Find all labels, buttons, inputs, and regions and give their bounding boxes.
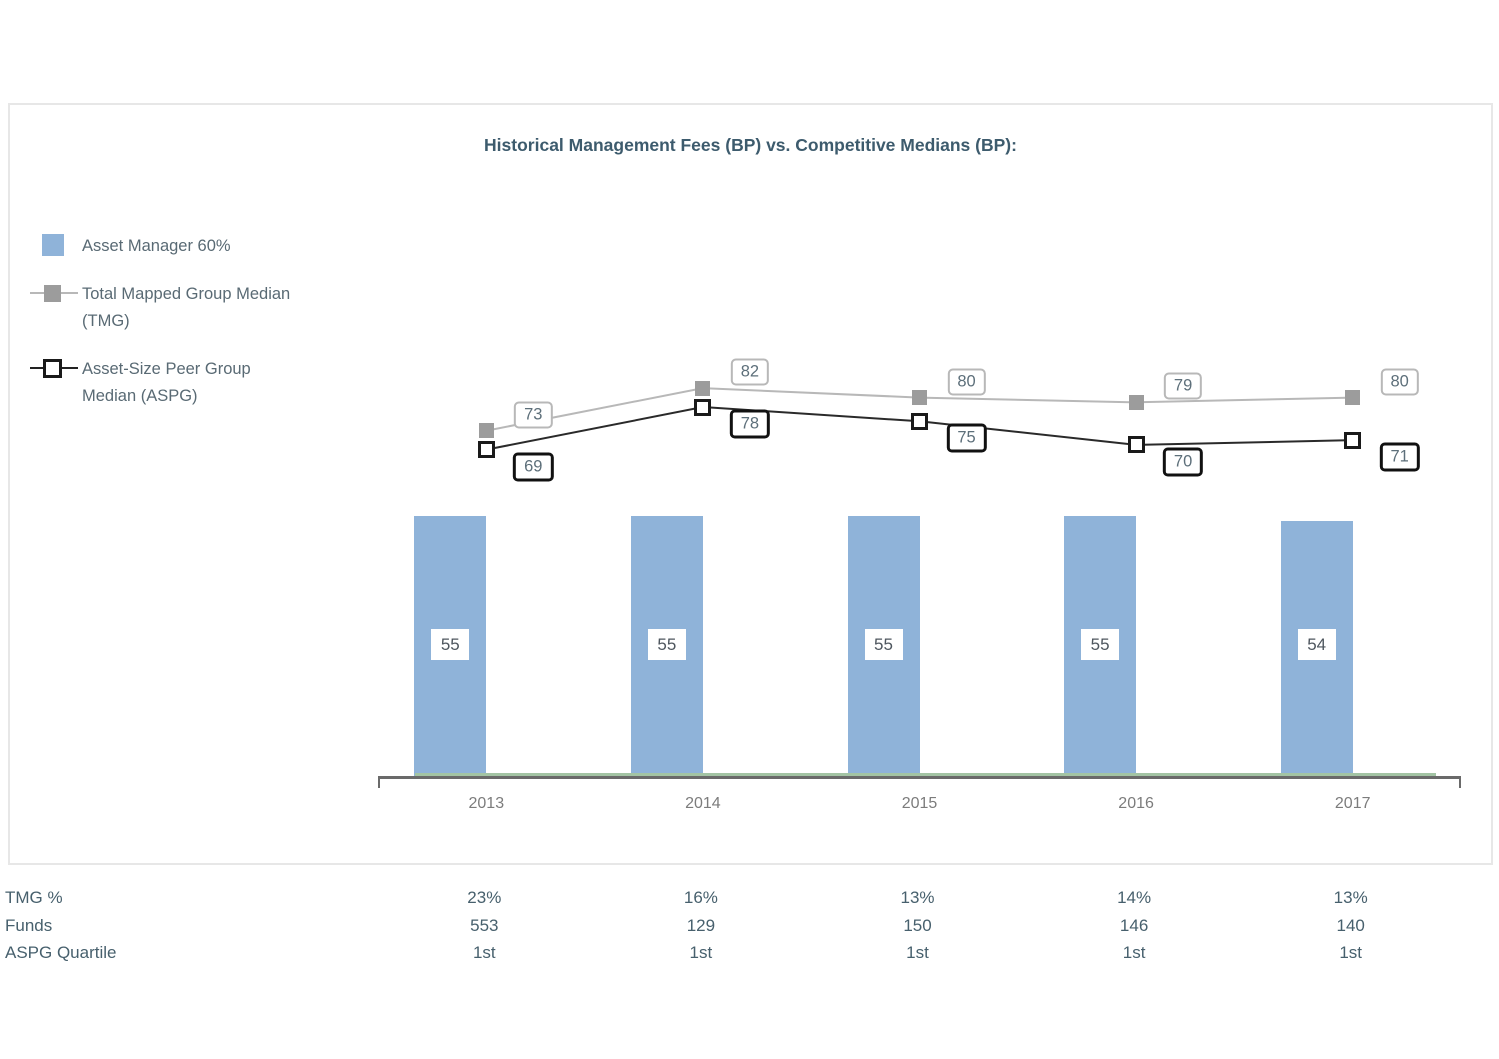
legend-label: Asset Manager 60% <box>82 237 231 255</box>
table-cell-aspg-quartile-2013: 1st <box>472 943 496 962</box>
aspg-value-label-2013: 69 <box>513 452 554 482</box>
tmg-value-label-2017: 80 <box>1380 368 1419 396</box>
tmg-marker-2013 <box>478 423 494 439</box>
x-tick-label-2017: 2017 <box>1334 795 1371 812</box>
bar-value-label-2013: 55 <box>431 629 470 660</box>
chart-panel <box>8 103 1493 865</box>
table-cell-funds-2014: 129 <box>686 915 716 935</box>
aspg-value-label-2017: 71 <box>1379 442 1420 472</box>
tmg-value-label-2015: 80 <box>947 368 986 396</box>
bar-value-label-2015: 55 <box>864 629 903 660</box>
bar-value-label-2017: 54 <box>1297 629 1336 660</box>
tmg-marker-2014 <box>695 380 711 396</box>
table-cell-tmg-%-2016: 14% <box>1117 888 1152 907</box>
legend-label: Total Mapped Group Median (TMG) <box>82 285 291 330</box>
table-row-label-0: TMG % <box>5 888 63 907</box>
aspg-marker-2016 <box>1127 436 1145 454</box>
legend-item-asset-manager: Asset Manager 60% <box>40 233 370 260</box>
tmg-marker-2017 <box>1345 390 1361 406</box>
table-cell-funds-2016: 146 <box>1119 915 1149 935</box>
bar-value-label-2016: 55 <box>1081 629 1120 660</box>
table-row-label-2: ASPG Quartile <box>5 943 117 962</box>
chart-title: Historical Management Fees (BP) vs. Comp… <box>484 135 1017 155</box>
aspg-marker-2015 <box>911 412 928 430</box>
x-tick-label-2016: 2016 <box>1118 795 1154 812</box>
legend-item-aspg: Asset-Size Peer Group Median (ASPG) <box>30 356 370 410</box>
open-square-line-marker-icon <box>30 356 82 380</box>
aspg-value-label-2014: 78 <box>729 409 771 439</box>
tmg-value-label-2016: 79 <box>1163 372 1203 400</box>
table-cell-tmg-%-2017: 13% <box>1333 888 1368 907</box>
table-cell-funds-2017: 140 <box>1336 915 1365 935</box>
x-tick-label-2015: 2015 <box>901 795 938 812</box>
table-cell-aspg-quartile-2017: 1st <box>1339 943 1363 962</box>
x-axis <box>378 776 1461 788</box>
tmg-marker-2015 <box>912 390 927 406</box>
table-cell-aspg-quartile-2015: 1st <box>906 943 929 962</box>
table-cell-tmg-%-2015: 13% <box>900 888 935 907</box>
tmg-value-label-2013: 73 <box>514 401 553 429</box>
gray-square-line-marker-icon <box>30 281 82 305</box>
baseline-green-line <box>415 773 1436 776</box>
tmg-marker-2016 <box>1128 394 1144 410</box>
table-cell-aspg-quartile-2014: 1st <box>689 943 713 962</box>
aspg-marker-2013 <box>477 441 495 459</box>
aspg-value-label-2016: 70 <box>1162 447 1204 477</box>
bar-value-label-2014: 55 <box>647 629 686 660</box>
table-row-label-1: Funds <box>5 915 53 935</box>
blue-bar-swatch-icon <box>40 233 82 257</box>
aspg-value-label-2015: 75 <box>946 423 987 453</box>
x-tick-label-2014: 2014 <box>685 795 721 812</box>
table-cell-funds-2013: 553 <box>470 915 499 935</box>
tmg-value-label-2014: 82 <box>730 358 770 386</box>
chart-legend: Asset Manager 60% Total Mapped Group Med… <box>30 233 370 431</box>
legend-item-tmg: Total Mapped Group Median (TMG) <box>30 281 370 335</box>
aspg-marker-2014 <box>694 398 712 416</box>
legend-label: Asset-Size Peer Group Median (ASPG) <box>82 360 251 405</box>
table-cell-tmg-%-2014: 16% <box>683 888 718 907</box>
table-cell-funds-2015: 150 <box>903 915 932 935</box>
x-tick-label-2013: 2013 <box>468 795 505 812</box>
table-cell-tmg-%-2013: 23% <box>467 888 502 907</box>
table-cell-aspg-quartile-2016: 1st <box>1122 943 1146 962</box>
aspg-marker-2017 <box>1344 431 1362 449</box>
